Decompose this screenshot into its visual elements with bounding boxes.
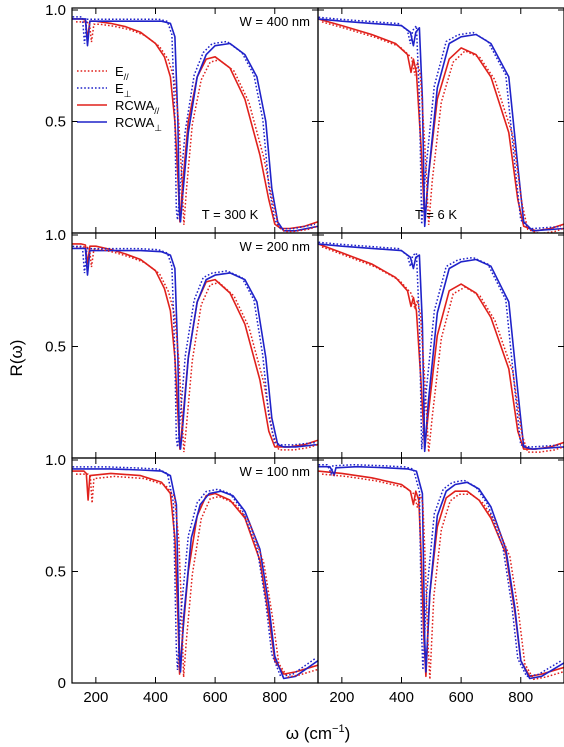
y-tick-label: 1.0: [45, 2, 66, 19]
series-e-parallel: [321, 473, 564, 681]
panels: [71, 7, 564, 684]
series-rcwa-parallel: [318, 243, 564, 450]
panel-curves: [318, 16, 564, 233]
width-label: W = 400 nm: [240, 14, 310, 29]
panel-curves: [72, 243, 318, 453]
series-e-parallel: [76, 473, 318, 678]
x-tick-label: 400: [143, 689, 168, 706]
y-tick-label: 0.5: [45, 339, 66, 356]
legend-label: E//: [115, 64, 129, 82]
series-rcwa-parallel: [72, 243, 318, 450]
x-tick-label: 200: [83, 689, 108, 706]
x-tick-label: 200: [329, 689, 354, 706]
panel-curves: [318, 241, 564, 453]
series-e-parallel: [321, 246, 564, 453]
annotations: W = 400 nm W = 200 nm W = 100 nm T = 300 K T…: [202, 14, 458, 479]
series-e-perp: [318, 241, 562, 450]
panel-r1-c1: [317, 232, 564, 459]
panel-frame: [71, 457, 319, 684]
series-rcwa-parallel: [318, 470, 564, 678]
width-label: W = 100 nm: [240, 464, 310, 479]
series-rcwa-parallel: [318, 18, 564, 232]
series-rcwa-perp: [318, 18, 564, 232]
legend-label-sub: ⊥: [154, 123, 162, 133]
panel-r2-c0: [71, 457, 319, 684]
series-rcwa-parallel: [72, 470, 318, 675]
series-e-perp: [318, 463, 562, 678]
panel-curves: [72, 466, 318, 680]
legend-label: RCWA//: [115, 98, 160, 116]
legend-label-sub: //: [154, 106, 160, 116]
series-e-perp: [72, 16, 316, 230]
width-label: W = 200 nm: [240, 239, 310, 254]
panel-r0-c0: [71, 7, 319, 234]
series-rcwa-perp: [72, 468, 318, 680]
y-tick-label: 0.5: [45, 564, 66, 581]
series-e-parallel: [76, 246, 318, 453]
panel-r1-c0: [71, 232, 319, 459]
panel-frame: [71, 7, 319, 234]
series-e-perp: [72, 245, 316, 448]
x-tick-label: 800: [262, 689, 287, 706]
x-axis-title-main: ω (cm: [286, 724, 332, 743]
x-tick-label: 400: [389, 689, 414, 706]
series-rcwa-parallel: [72, 18, 318, 230]
legend-label-sub: //: [124, 72, 130, 82]
x-axis-title-sup: −1: [332, 723, 345, 735]
y-tick-label: 1.0: [45, 452, 66, 469]
y-tick-label: 0: [58, 675, 66, 692]
tick-labels: 1.0 1.0 1.0 0.5 0.5 0.5 0 200 400 600 800 200 400 600…: [45, 2, 533, 706]
legend: E//E⊥RCWA//RCWA⊥: [77, 64, 162, 133]
y-tick-label: 0.5: [45, 114, 66, 131]
legend-label: E⊥: [115, 81, 132, 99]
panel-r0-c1: [317, 7, 564, 234]
x-tick-label: 600: [449, 689, 474, 706]
legend-label: RCWA⊥: [115, 115, 162, 133]
panel-curves: [318, 463, 564, 681]
series-e-parallel: [76, 21, 318, 233]
x-tick-label: 800: [508, 689, 533, 706]
y-tick-label: 1.0: [45, 227, 66, 244]
x-axis-title-end: ): [345, 724, 351, 743]
x-axis-title: ω (cm−1): [286, 723, 351, 743]
series-e-parallel: [321, 21, 564, 233]
series-rcwa-perp: [72, 18, 318, 232]
legend-label-sub: ⊥: [124, 89, 132, 99]
temperature-label: T = 6 K: [415, 207, 457, 222]
panel-frame: [317, 457, 564, 684]
panel-r2-c1: [317, 457, 564, 684]
series-e-perp: [72, 466, 316, 678]
y-axis-title: R(ω): [7, 340, 26, 377]
series-rcwa-perp: [318, 465, 564, 680]
series-rcwa-perp: [318, 243, 564, 453]
x-tick-label: 600: [203, 689, 228, 706]
panel-frame: [317, 232, 564, 459]
panel-curves: [72, 16, 318, 233]
panel-frame: [317, 7, 564, 234]
series-rcwa-perp: [72, 247, 318, 450]
series-e-perp: [318, 16, 562, 230]
temperature-label: T = 300 K: [202, 207, 259, 222]
